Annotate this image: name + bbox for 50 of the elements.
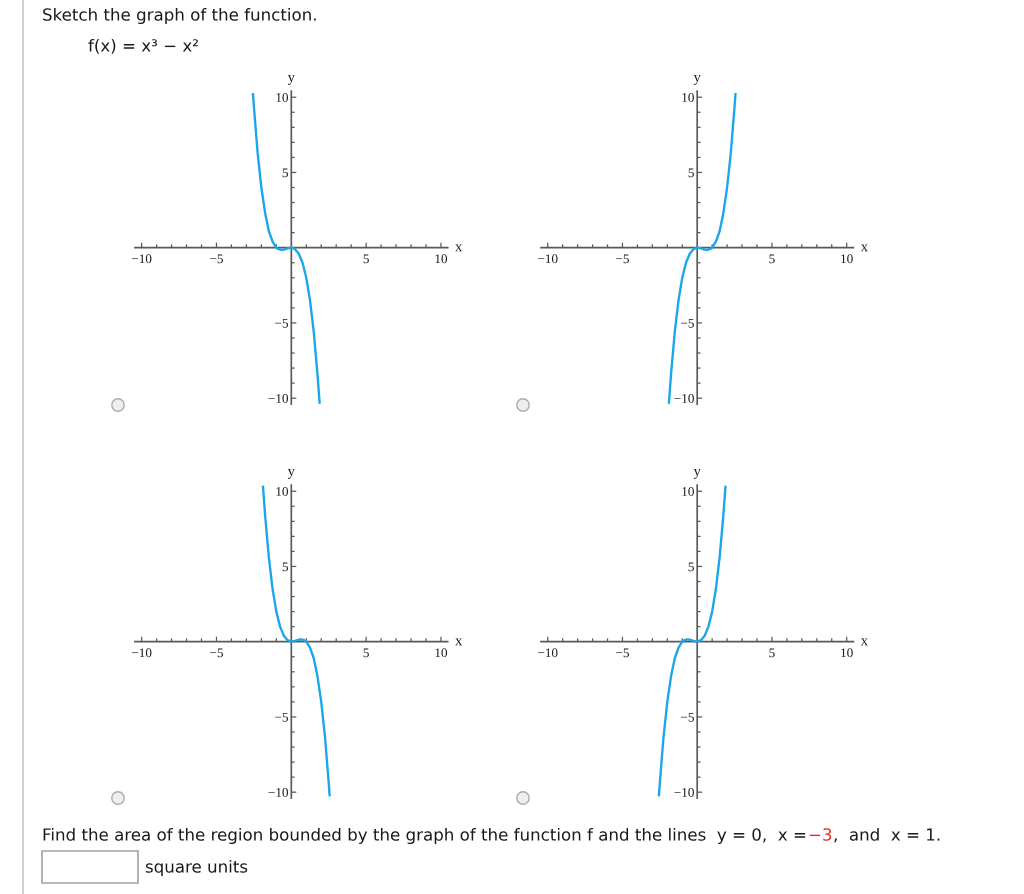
- text: −3: [809, 828, 832, 841]
- line-series: [667, 93, 737, 404]
- x-tick-label: 10: [435, 254, 448, 264]
- y-tick-label: −10: [674, 787, 694, 797]
- y-tick-label: −5: [275, 318, 289, 328]
- y-tick-label: 10: [276, 487, 289, 496]
- y-tick-label: −5: [681, 318, 694, 328]
- y-axis-title: y: [287, 468, 295, 479]
- x-tick-label: 5: [363, 254, 369, 264]
- x-tick-label: 5: [769, 648, 775, 658]
- x-tick-label: 10: [435, 648, 448, 658]
- x-tick-label: −5: [210, 648, 223, 658]
- y-tick-label: −5: [681, 712, 694, 722]
- y-tick-label: −10: [268, 787, 289, 797]
- y-tick-label: 10: [682, 93, 694, 102]
- y-tick-label: 5: [282, 168, 289, 178]
- chart-subtitle: f(x) = x³ − x²: [88, 38, 198, 54]
- y-tick-label: 5: [282, 562, 289, 572]
- y-axis-title: y: [287, 74, 295, 85]
- text: Find the area of the region bounded by the graph of the function f and the lines y = 0, x =: [43, 827, 806, 845]
- x-tick-label: −5: [616, 648, 629, 658]
- y-tick-label: −5: [275, 712, 289, 722]
- x-tick-label: −10: [131, 254, 152, 264]
- x-tick-label: −10: [538, 254, 558, 264]
- x-axis-title: x: [860, 244, 868, 252]
- chart-title: Sketch the graph of the function.: [43, 7, 316, 25]
- y-tick-label: −10: [674, 393, 694, 403]
- x-axis-title: x: [455, 638, 463, 646]
- line-series: [251, 93, 321, 404]
- x-axis-title: x: [455, 244, 463, 252]
- y-axis-title: y: [693, 468, 701, 479]
- y-tick-label: 10: [276, 93, 289, 102]
- x-tick-label: −10: [131, 648, 152, 658]
- text: square units: [145, 859, 248, 877]
- x-tick-label: −10: [538, 648, 558, 658]
- text: , and x = 1.: [834, 827, 940, 843]
- x-tick-label: 10: [841, 254, 853, 264]
- y-tick-label: −10: [268, 393, 289, 403]
- y-tick-label: 5: [688, 562, 694, 572]
- x-tick-label: 10: [841, 648, 853, 658]
- x-tick-label: 5: [769, 254, 775, 264]
- line-series: [261, 485, 331, 797]
- x-tick-label: 5: [363, 648, 369, 658]
- y-tick-label: 10: [682, 487, 694, 496]
- y-axis-title: y: [693, 74, 701, 85]
- x-tick-label: −5: [616, 254, 629, 264]
- y-tick-label: 5: [688, 168, 694, 178]
- x-axis-title: x: [860, 638, 868, 646]
- line-series: [657, 485, 727, 797]
- x-tick-label: −5: [210, 254, 223, 264]
